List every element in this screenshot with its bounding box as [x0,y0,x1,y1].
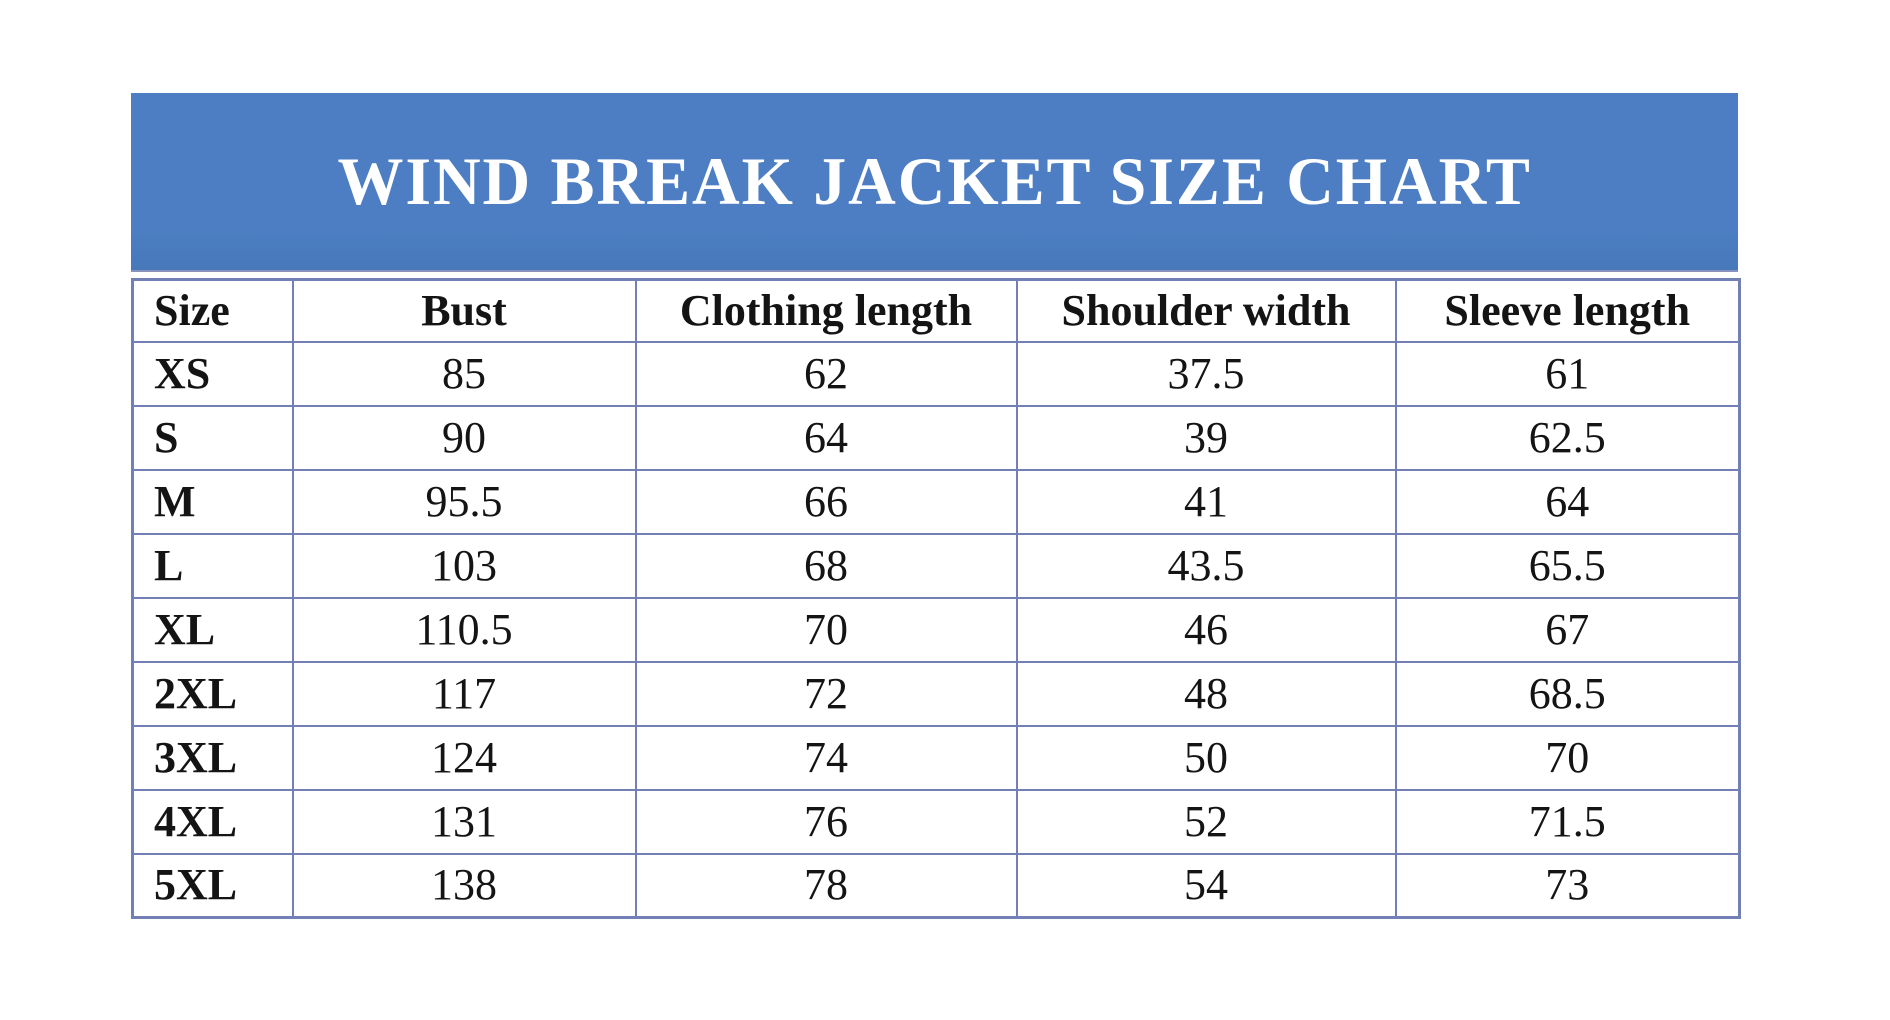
cell-shoulder-width: 46 [1015,596,1397,663]
cell-shoulder-width: 54 [1015,852,1397,919]
header-cell-clothing-length: Clothing length [634,278,1018,343]
cell-shoulder-width: 41 [1015,468,1397,535]
table-row-l: L 103 68 43.5 65.5 [131,532,1741,599]
cell-bust: 124 [291,724,637,791]
table-row-xs: XS 85 62 37.5 61 [131,340,1741,407]
cell-clothing-length: 70 [634,596,1018,663]
cell-bust: 95.5 [291,468,637,535]
cell-shoulder-width: 43.5 [1015,532,1397,599]
cell-size: 4XL [131,788,294,855]
cell-sleeve-length: 67 [1394,596,1741,663]
cell-sleeve-length: 62.5 [1394,404,1741,471]
cell-clothing-length: 76 [634,788,1018,855]
cell-bust: 85 [291,340,637,407]
cell-size: XL [131,596,294,663]
cell-clothing-length: 66 [634,468,1018,535]
cell-bust: 117 [291,660,637,727]
table-row-4xl: 4XL 131 76 52 71.5 [131,788,1741,855]
cell-size: 2XL [131,660,294,727]
cell-bust: 103 [291,532,637,599]
header-cell-sleeve-length: Sleeve length [1394,278,1741,343]
cell-shoulder-width: 48 [1015,660,1397,727]
cell-size: S [131,404,294,471]
cell-shoulder-width: 39 [1015,404,1397,471]
table-row-xl: XL 110.5 70 46 67 [131,596,1741,663]
table-header-row: Size Bust Clothing length Shoulder width… [131,278,1741,343]
cell-bust: 131 [291,788,637,855]
header-cell-shoulder-width: Shoulder width [1015,278,1397,343]
cell-size: M [131,468,294,535]
table-row-3xl: 3XL 124 74 50 70 [131,724,1741,791]
header-cell-bust: Bust [291,278,637,343]
size-chart-sheet: WIND BREAK JACKET SIZE CHART Size Bust C… [131,93,1741,919]
cell-sleeve-length: 61 [1394,340,1741,407]
table-row-2xl: 2XL 117 72 48 68.5 [131,660,1741,727]
table-row-s: S 90 64 39 62.5 [131,404,1741,471]
cell-clothing-length: 68 [634,532,1018,599]
header-cell-size: Size [131,278,294,343]
cell-size: 3XL [131,724,294,791]
cell-sleeve-length: 73 [1394,852,1741,919]
cell-size: XS [131,340,294,407]
title-banner: WIND BREAK JACKET SIZE CHART [131,93,1738,272]
cell-clothing-length: 74 [634,724,1018,791]
cell-bust: 138 [291,852,637,919]
cell-sleeve-length: 64 [1394,468,1741,535]
cell-clothing-length: 72 [634,660,1018,727]
table-row-m: M 95.5 66 41 64 [131,468,1741,535]
cell-sleeve-length: 65.5 [1394,532,1741,599]
size-chart-table: Size Bust Clothing length Shoulder width… [131,278,1741,919]
table-row-5xl: 5XL 138 78 54 73 [131,852,1741,919]
cell-size: L [131,532,294,599]
cell-sleeve-length: 71.5 [1394,788,1741,855]
cell-clothing-length: 62 [634,340,1018,407]
page-title: WIND BREAK JACKET SIZE CHART [337,143,1532,219]
cell-size: 5XL [131,852,294,919]
cell-sleeve-length: 70 [1394,724,1741,791]
cell-shoulder-width: 50 [1015,724,1397,791]
cell-sleeve-length: 68.5 [1394,660,1741,727]
cell-clothing-length: 64 [634,404,1018,471]
cell-shoulder-width: 52 [1015,788,1397,855]
cell-shoulder-width: 37.5 [1015,340,1397,407]
cell-bust: 90 [291,404,637,471]
cell-bust: 110.5 [291,596,637,663]
cell-clothing-length: 78 [634,852,1018,919]
